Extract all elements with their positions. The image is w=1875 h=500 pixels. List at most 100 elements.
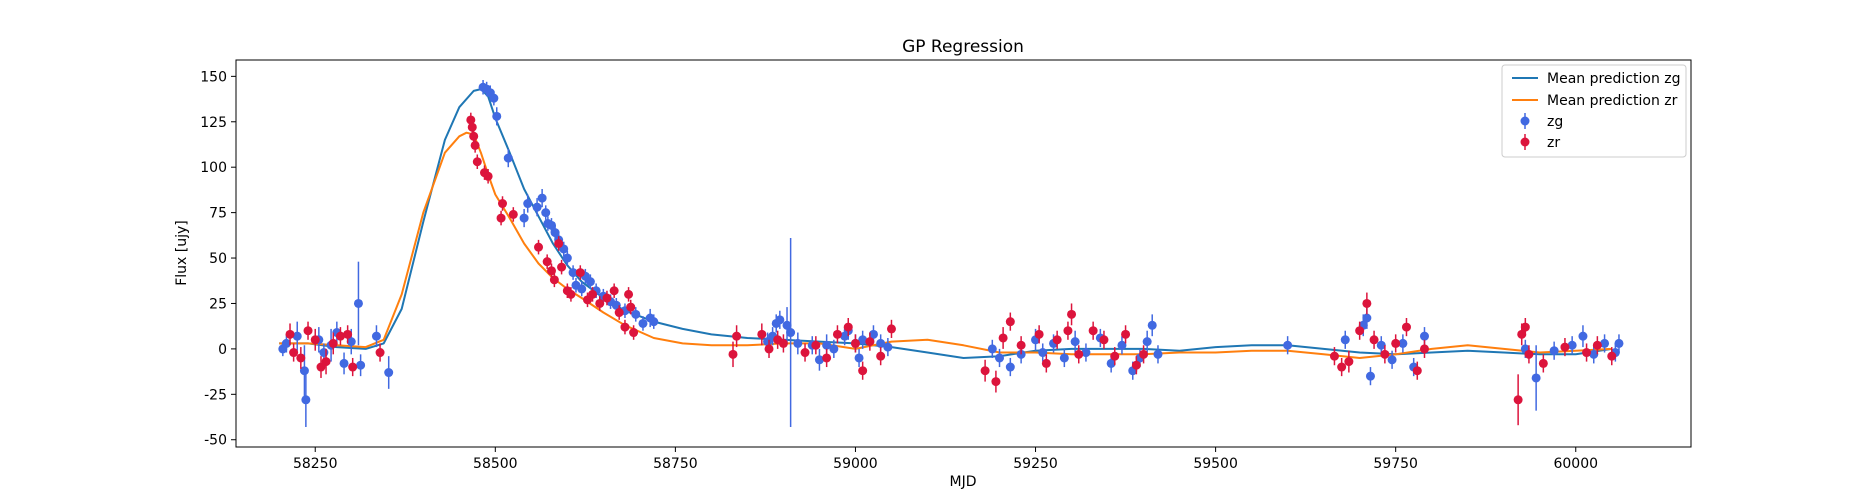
point-marker	[1513, 395, 1523, 405]
point-marker	[549, 275, 559, 285]
point-marker	[303, 326, 313, 336]
data-point-zr	[886, 319, 896, 338]
point-marker	[285, 329, 295, 339]
data-point-zr	[778, 334, 788, 353]
data-point-zr	[620, 319, 630, 335]
x-tick-label: 59000	[833, 456, 878, 472]
point-marker	[1398, 338, 1408, 348]
point-marker	[1578, 331, 1588, 341]
point-marker	[575, 268, 585, 278]
data-point-zr	[1041, 354, 1051, 373]
prediction-lines	[279, 88, 1612, 359]
data-point-zg	[492, 107, 502, 126]
data-point-zr	[1067, 303, 1077, 326]
data-point-zg	[537, 189, 547, 208]
point-marker	[346, 337, 356, 347]
data-point-zr	[289, 343, 299, 362]
point-marker	[811, 340, 821, 350]
data-point-zg	[1038, 343, 1048, 362]
point-marker	[532, 202, 542, 212]
data-point-zr	[285, 323, 295, 346]
x-tick-label: 58250	[293, 456, 338, 472]
data-point-zg	[1147, 314, 1157, 337]
point-marker	[523, 199, 533, 209]
y-tick-label: -25	[204, 387, 227, 403]
point-marker	[822, 340, 832, 350]
point-marker	[609, 286, 619, 296]
point-marker	[1063, 326, 1073, 336]
point-marker	[1560, 342, 1570, 352]
x-axis-ticks: 58250 58500 58750 59000 59250 59500 59750 60000	[293, 447, 1598, 472]
point-marker	[541, 208, 551, 218]
point-marker	[466, 115, 476, 125]
data-point-zr	[1099, 330, 1109, 349]
data-point-zr	[1088, 321, 1098, 340]
y-tick-label: -50	[204, 433, 227, 449]
data-point-zg	[292, 321, 302, 351]
data-point-zg	[1589, 345, 1599, 364]
point-marker	[858, 335, 868, 345]
point-marker	[292, 331, 302, 341]
data-point-zr	[728, 341, 738, 368]
data-point-zr	[1592, 336, 1602, 355]
data-point-zr	[998, 327, 1008, 349]
point-marker	[1142, 337, 1152, 347]
data-point-zg	[523, 194, 533, 213]
point-marker	[546, 220, 556, 230]
x-tick-label: 59250	[1013, 456, 1058, 472]
point-marker	[1052, 335, 1062, 345]
data-point-zr	[549, 272, 559, 288]
point-marker	[534, 242, 544, 252]
data-point-zr	[310, 328, 320, 351]
point-marker	[858, 366, 868, 376]
point-marker	[503, 153, 513, 163]
point-marker	[472, 157, 482, 167]
point-marker	[1520, 322, 1530, 332]
data-point-zg	[353, 261, 363, 346]
point-marker	[339, 358, 349, 368]
point-marker	[778, 338, 788, 348]
point-marker	[1067, 309, 1077, 319]
data-point-zr	[858, 361, 868, 380]
point-marker	[1592, 340, 1602, 350]
point-marker	[321, 357, 331, 367]
point-marker	[850, 338, 860, 348]
data-point-zg	[489, 90, 499, 106]
data-point-zr	[1034, 325, 1044, 344]
y-tick-label: 25	[209, 296, 227, 312]
point-marker	[629, 328, 639, 338]
point-marker	[1283, 340, 1293, 350]
data-point-zr	[296, 347, 306, 369]
point-marker	[588, 289, 598, 299]
point-marker	[585, 277, 595, 287]
point-marker	[557, 262, 567, 272]
legend-label-zg-points: zg	[1547, 114, 1563, 130]
data-point-zg	[577, 281, 587, 297]
data-point-zg	[299, 345, 309, 397]
data-point-zg	[1059, 348, 1069, 368]
data-point-zr	[1582, 343, 1592, 362]
point-marker	[1614, 338, 1624, 348]
point-marker	[375, 348, 385, 358]
data-point-zr	[1419, 339, 1429, 358]
legend-label-zr-line: Mean prediction zr	[1547, 93, 1678, 109]
point-marker	[865, 337, 875, 347]
x-tick-label: 59750	[1373, 456, 1418, 472]
point-marker	[1365, 371, 1375, 381]
data-point-zg	[987, 339, 997, 358]
data-point-zr	[588, 287, 598, 302]
data-point-zg	[995, 348, 1005, 368]
data-point-zg	[649, 314, 659, 329]
point-marker	[998, 333, 1008, 343]
data-point-zg	[503, 149, 513, 168]
point-marker	[1391, 338, 1401, 348]
point-marker	[624, 289, 634, 299]
point-marker	[384, 368, 394, 378]
point-marker	[793, 338, 803, 348]
data-point-zg	[1283, 336, 1293, 355]
point-marker	[1340, 335, 1350, 345]
point-marker	[1005, 317, 1015, 327]
point-marker	[542, 257, 552, 267]
data-point-zg	[519, 208, 529, 228]
point-marker	[814, 355, 824, 365]
